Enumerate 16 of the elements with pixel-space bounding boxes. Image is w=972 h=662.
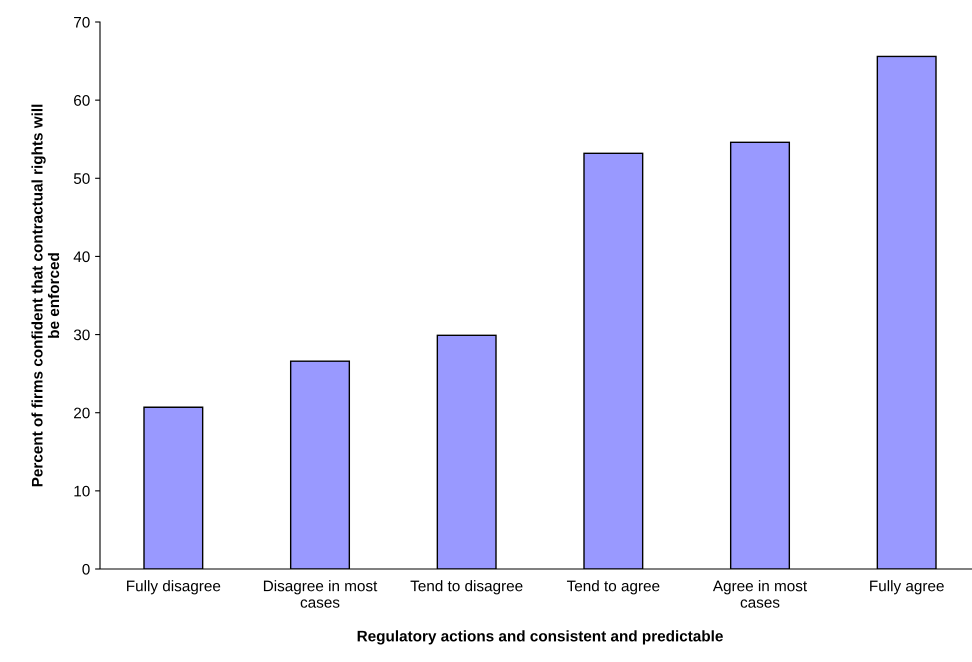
x-tick-label: Disagree in most cases	[264, 580, 378, 608]
x-axis-title: Regulatory actions and consistent and predictable	[358, 630, 723, 645]
x-tick-label: Agree in most cases	[712, 580, 808, 608]
y-axis-title: Percent of firms confident that contractual rights will be enforced	[31, 104, 60, 486]
y-tick-label: 0	[82, 564, 90, 575]
y-tick-label: 40	[74, 251, 90, 262]
x-tick-label: Fully disagree	[127, 580, 220, 594]
x-tick-label: Tend to disagree	[410, 580, 522, 594]
y-tick-label: 60	[74, 95, 90, 106]
y-tick-label: 20	[74, 408, 90, 418]
x-tick-label: Fully agree	[870, 580, 944, 594]
x-tick-label: Tend to agree	[566, 580, 660, 594]
y-tick-label: 10	[74, 486, 90, 497]
y-tick-label: 30	[74, 329, 90, 340]
y-tick-label: 70	[74, 16, 90, 28]
y-tick-label: 50	[74, 173, 90, 184]
